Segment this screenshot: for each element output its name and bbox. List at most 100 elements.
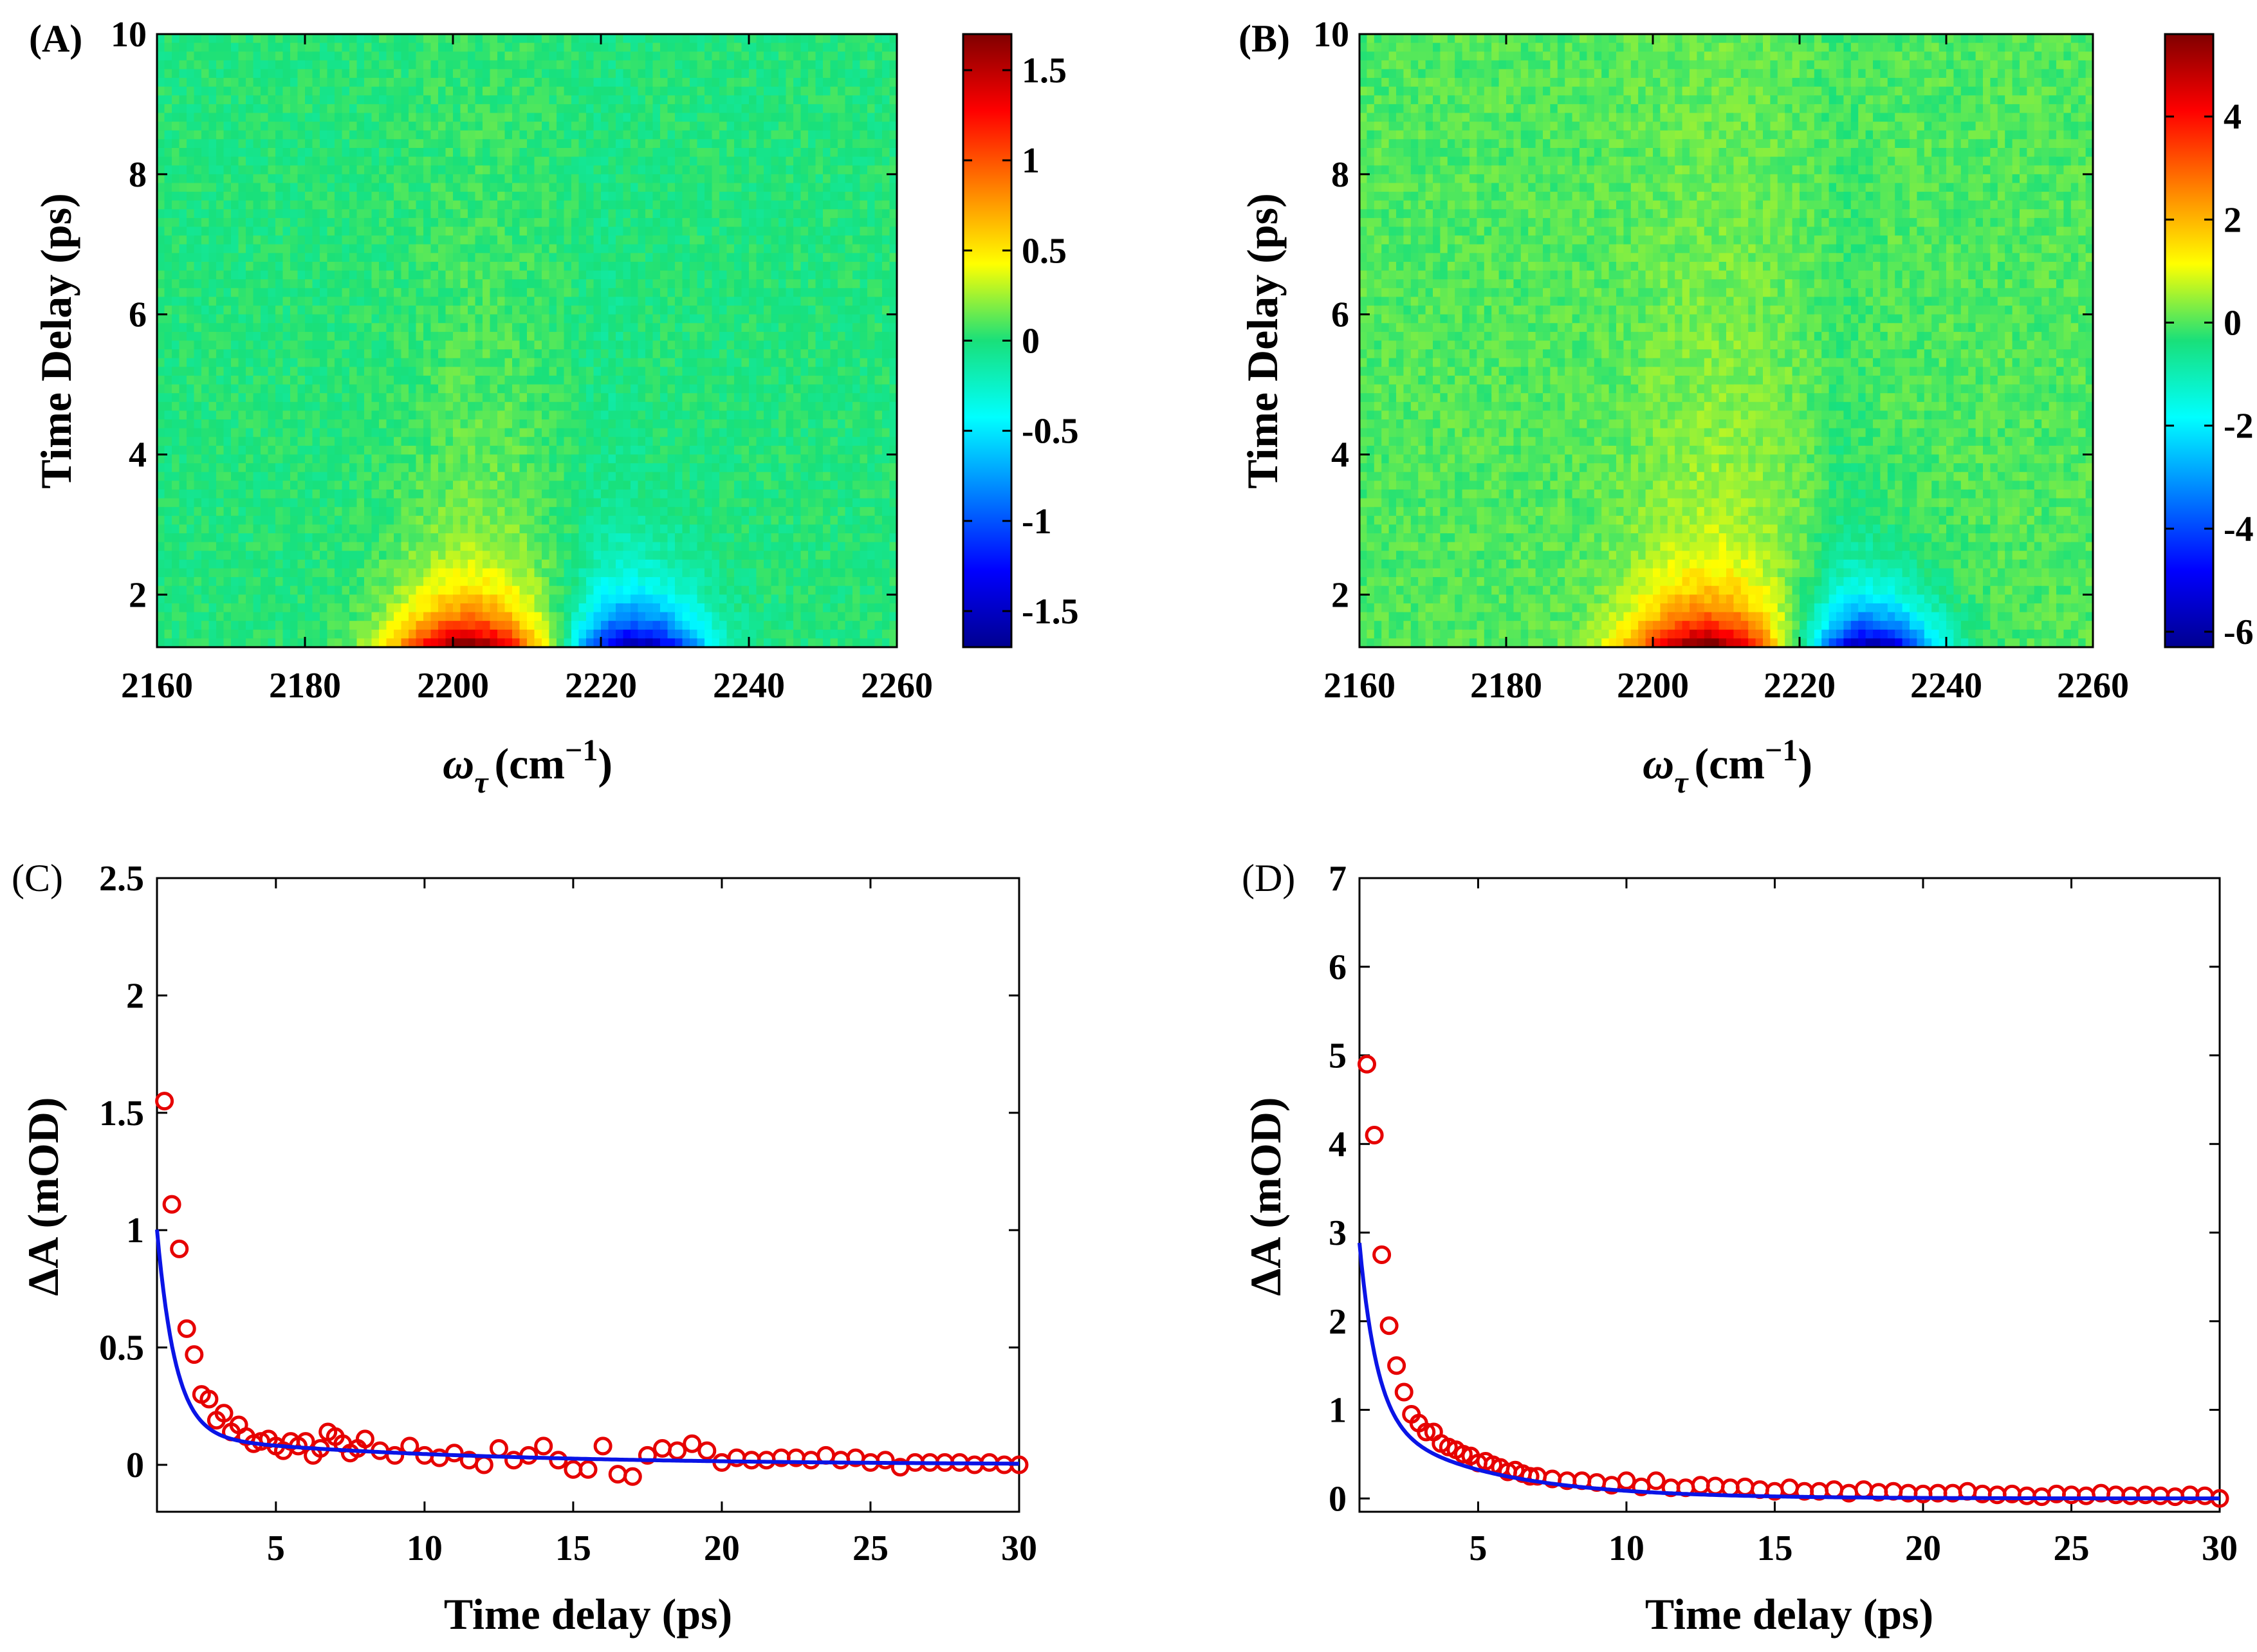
heatmap-cell [645, 340, 654, 350]
heatmap-cell [645, 410, 654, 420]
heatmap-cell [564, 331, 572, 342]
heatmap-cell [430, 629, 439, 639]
heatmap-cell [527, 192, 535, 201]
heatmap-cell [453, 261, 461, 271]
heatmap-cell [534, 542, 542, 552]
heatmap-cell [194, 69, 202, 78]
heatmap-cell [423, 393, 432, 403]
heatmap-cell [208, 34, 217, 44]
heatmap-cell [623, 463, 631, 473]
heatmap-cell [312, 577, 320, 587]
heatmap-cell [631, 437, 639, 446]
heatmap-cell [187, 603, 195, 613]
heatmap-cell [423, 454, 432, 464]
heatmap-cell [645, 577, 654, 587]
heatmap-cell [675, 314, 683, 324]
heatmap-cell [216, 314, 225, 324]
heatmap-cell [460, 113, 468, 122]
heatmap-cell [631, 244, 639, 254]
heatmap-cell [208, 78, 217, 87]
heatmap-cell [460, 51, 468, 61]
heatmap-cell [335, 165, 343, 175]
heatmap-cell [608, 279, 616, 289]
heatmap-cell [282, 235, 291, 245]
heatmap-cell [409, 498, 417, 508]
heatmap-cell [571, 226, 580, 236]
heatmap-cell [423, 358, 432, 368]
heatmap-cell [194, 489, 202, 499]
heatmap-cell [157, 165, 165, 175]
heatmap-cell [660, 235, 668, 245]
heatmap-cell [534, 297, 542, 306]
heatmap-cell [616, 69, 624, 78]
heatmap-cell [238, 507, 246, 517]
heatmap-cell [409, 428, 417, 438]
heatmap-cell [578, 42, 587, 53]
heatmap-cell [312, 367, 320, 376]
heatmap-cell [320, 568, 328, 578]
heatmap-cell [616, 183, 624, 192]
heatmap-cell [527, 288, 535, 298]
heatmap-cell [172, 113, 180, 122]
heatmap-cell [312, 489, 320, 499]
heatmap-cell [571, 463, 580, 473]
heatmap-cell [320, 349, 328, 359]
heatmap-cell [379, 34, 387, 44]
heatmap-cell [305, 34, 313, 44]
heatmap-cell [238, 489, 246, 499]
heatmap-cell [682, 95, 690, 105]
heatmap-cell [512, 253, 520, 262]
heatmap-cell [638, 340, 646, 350]
heatmap-cell [578, 454, 587, 464]
heatmap-cell [652, 498, 661, 508]
heatmap-cell [460, 261, 468, 271]
heatmap-cell [453, 279, 461, 289]
heatmap-cell [675, 384, 683, 394]
heatmap-cell [246, 51, 254, 61]
heatmap-cell [297, 60, 306, 70]
heatmap-cell [282, 542, 291, 552]
heatmap-cell [401, 559, 409, 569]
heatmap-cell [364, 515, 373, 526]
heatmap-cell [416, 51, 424, 61]
heatmap-cell [667, 393, 676, 403]
heatmap-cell [675, 621, 683, 630]
heatmap-cell [542, 104, 550, 114]
heatmap-cell [608, 445, 616, 455]
heatmap-cell [675, 559, 683, 569]
heatmap-cell [282, 577, 291, 587]
heatmap-cell [430, 226, 439, 236]
heatmap-cell [371, 42, 380, 53]
heatmap-cell [601, 419, 609, 429]
heatmap-cell [586, 51, 594, 61]
heatmap-cell [261, 551, 269, 560]
heatmap-cell [542, 375, 550, 385]
heatmap-cell [557, 314, 565, 324]
heatmap-cell [164, 533, 172, 543]
heatmap-cell [527, 226, 535, 236]
heatmap-cell [430, 200, 439, 210]
heatmap-cell [356, 297, 365, 306]
heatmap-cell [275, 612, 284, 621]
heatmap-cell [608, 454, 616, 464]
heatmap-cell [475, 34, 483, 44]
heatmap-cell [327, 437, 335, 446]
heatmap-cell [223, 612, 232, 621]
heatmap-cell [364, 384, 373, 394]
heatmap-cell [356, 401, 365, 412]
heatmap-cell [364, 428, 373, 438]
heatmap-cell [534, 585, 542, 596]
heatmap-cell [401, 349, 409, 359]
heatmap-cell [534, 78, 542, 87]
heatmap-cell [290, 297, 299, 306]
heatmap-cell [349, 594, 358, 604]
heatmap-cell [179, 226, 187, 236]
heatmap-cell [527, 306, 535, 315]
heatmap-cell [327, 489, 335, 499]
heatmap-cell [320, 410, 328, 420]
heatmap-cell [172, 95, 180, 105]
heatmap-cell [660, 375, 668, 385]
heatmap-cell [335, 437, 343, 446]
heatmap-cell [652, 306, 661, 315]
heatmap-cell [542, 419, 550, 429]
